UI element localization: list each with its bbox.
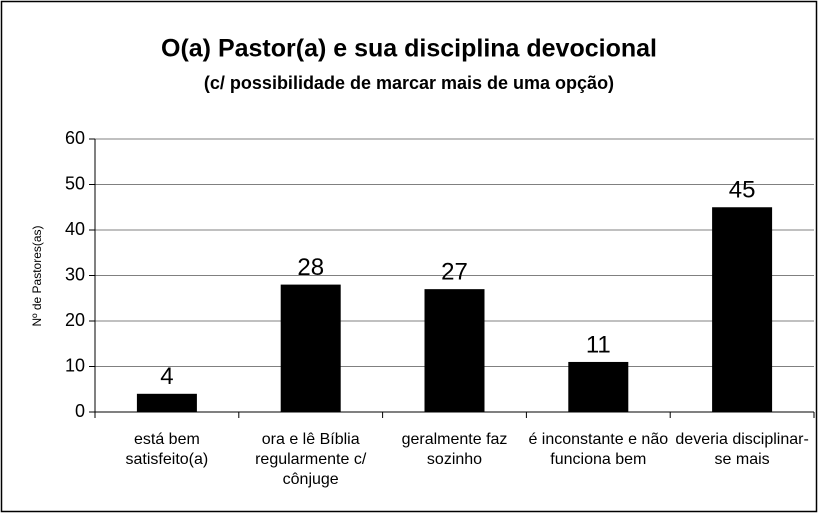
bar [712,207,773,412]
bar [568,361,629,412]
y-tick-label: 20 [65,310,85,330]
x-tick-label: é inconstante e não funciona bem [528,431,669,468]
y-tick-label: 0 [75,401,85,421]
y-axis-label: Nº de Pastores(as) [30,225,44,326]
chart-subtitle: (c/ possibilidade de marcar mais de uma … [204,73,614,93]
x-tick-label: deveria disciplinar-se mais [675,431,809,468]
data-label: 27 [441,258,468,285]
data-label: 11 [586,331,611,358]
bar [136,393,197,412]
x-tick-label: geralmente faz sozinho [401,431,508,468]
y-tick-label: 30 [65,264,85,284]
y-tick-label: 40 [65,219,85,239]
x-tick-label: ora e lê Bíblia regularmente c/ cônjuge [255,431,367,488]
bar [280,284,341,412]
chart-title: O(a) Pastor(a) e sua disciplina devocion… [161,35,657,63]
y-tick-label: 10 [65,355,85,375]
bar [424,289,485,412]
y-tick-label: 50 [65,173,85,193]
data-label: 28 [297,254,324,281]
x-tick-label: está bem satisfeito(a) [125,431,209,468]
y-tick-label: 60 [65,128,85,148]
data-label: 45 [729,177,756,204]
data-label: 4 [160,363,173,390]
